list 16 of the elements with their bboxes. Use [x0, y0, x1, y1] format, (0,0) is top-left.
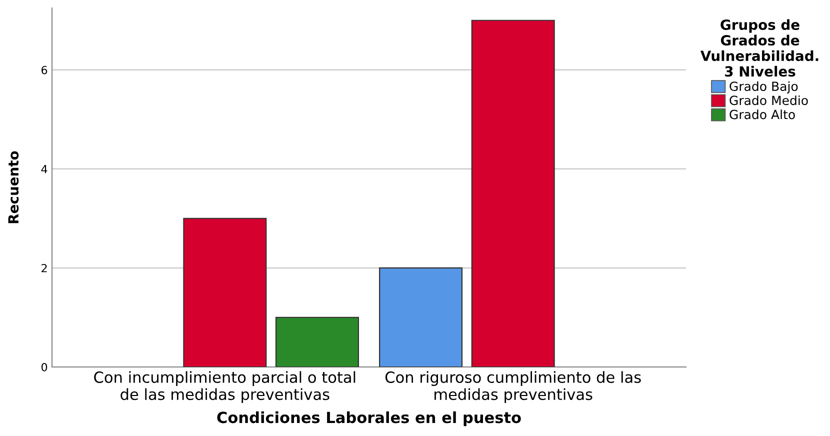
y-tick-label: 6	[42, 66, 48, 74]
bar	[471, 20, 555, 367]
bar	[379, 267, 463, 367]
y-tick-label: 0	[41, 362, 48, 372]
y-tick-label: 2	[42, 264, 47, 272]
bar	[183, 218, 267, 367]
legend-label: Grado Alto	[730, 110, 795, 120]
legend-label: Grado Medio	[730, 95, 808, 106]
x-axis-title: Condiciones Laborales en el puesto	[217, 411, 521, 426]
y-axis-title: Recuento	[8, 151, 19, 224]
legend-label: Grado Bajo	[730, 81, 798, 94]
y-tick-label: 4	[41, 165, 48, 174]
legend-title: Grupos de Grados de Vulnerabilidad. 3 Niveles	[700, 19, 818, 77]
bar	[275, 316, 359, 367]
x-tick-label: Con riguroso cumplimiento de las medidas preventivas	[385, 371, 641, 404]
x-tick-label: Con incumplimiento parcial o total de las medidas preventivas	[94, 371, 356, 404]
